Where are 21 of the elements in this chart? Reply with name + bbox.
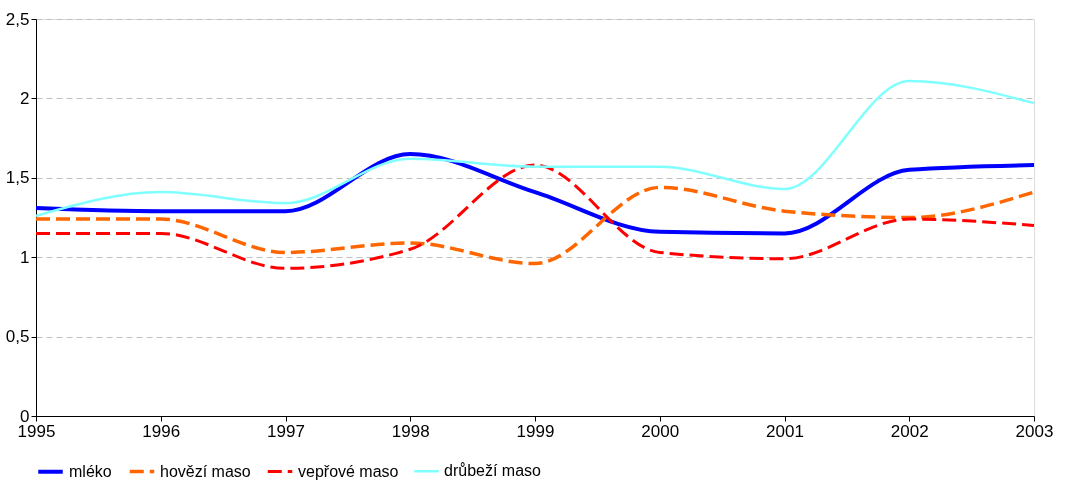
legend-label: drůbeží maso <box>444 462 542 480</box>
x-tick-label: 1997 <box>267 421 305 441</box>
x-tick-label: 2001 <box>766 421 804 441</box>
line-series <box>34 185 1036 266</box>
x-tick-label: 1999 <box>516 421 555 441</box>
legend-label: mléko <box>69 462 112 480</box>
x-tick-label: 2002 <box>890 421 929 441</box>
x-tick-label: 1998 <box>391 421 430 441</box>
y-tick-label: 2 <box>20 88 30 108</box>
x-tick-label: 2003 <box>1015 421 1054 441</box>
y-tick-label: 0,5 <box>5 327 30 347</box>
legend-label: hovězí maso <box>160 462 251 480</box>
line-series <box>34 79 1036 218</box>
line-series <box>34 151 1036 236</box>
line-series <box>34 163 1036 270</box>
y-tick-label: 2,5 <box>5 9 30 29</box>
y-tick-label: 1,5 <box>5 168 30 188</box>
y-tick-label: 1 <box>20 247 30 267</box>
x-tick-label: 1996 <box>142 421 181 441</box>
legend-label: vepřové maso <box>298 462 399 480</box>
x-tick-label: 2000 <box>641 421 680 441</box>
